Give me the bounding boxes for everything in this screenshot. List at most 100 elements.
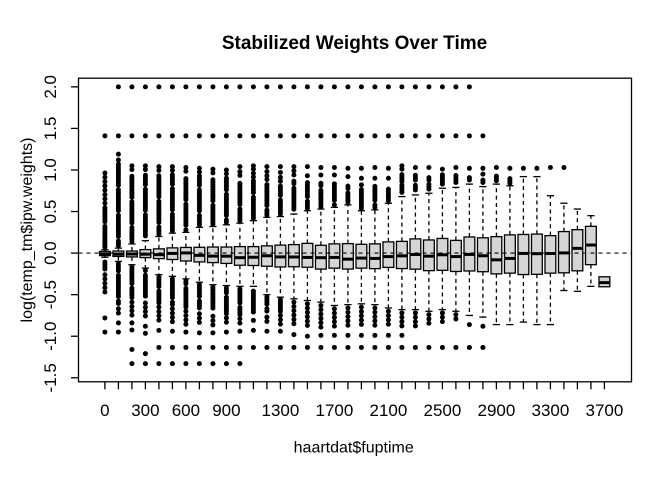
- outlier-dot: [102, 276, 108, 282]
- outlier-dot: [291, 303, 297, 309]
- outlier-dot: [291, 168, 297, 174]
- outlier-dot: [115, 268, 121, 274]
- outlier-dot: [169, 294, 175, 300]
- outlier-dot: [358, 165, 364, 171]
- outlier-dot: [318, 172, 324, 178]
- outlier-dot: [210, 330, 216, 336]
- box: [490, 235, 503, 275]
- outlier-dot: [385, 332, 391, 338]
- outlier-dot: [237, 180, 243, 186]
- outlier-dot: [385, 344, 391, 350]
- outlier-dot: [291, 316, 297, 322]
- outlier-dot: [264, 164, 270, 170]
- outlier-dot: [210, 177, 216, 183]
- outlier-dot: [102, 183, 108, 189]
- outlier-dot: [183, 344, 189, 350]
- boxplot-group-700: [193, 84, 206, 367]
- outlier-dot: [237, 172, 243, 178]
- outlier-dot: [156, 344, 162, 350]
- outlier-dot: [169, 319, 175, 325]
- boxplot-group-3200: [530, 165, 543, 326]
- outlier-dot: [480, 133, 486, 139]
- outlier-dot: [372, 309, 378, 315]
- outlier-dot: [102, 285, 108, 291]
- x-tick-label: 0: [100, 401, 109, 420]
- outlier-dot: [129, 167, 135, 173]
- boxplot-group-3700: [598, 276, 611, 288]
- outlier-dot: [358, 321, 364, 327]
- outlier-dot: [345, 190, 351, 196]
- outlier-dot: [385, 133, 391, 139]
- outlier-dot: [304, 318, 310, 324]
- outlier-dot: [169, 306, 175, 312]
- y-tick-label: -1.0: [41, 322, 60, 351]
- outlier-dot: [250, 194, 256, 200]
- outlier-dot: [183, 164, 189, 170]
- outlier-dot: [115, 329, 121, 335]
- outlier-dot: [115, 310, 121, 316]
- boxplot-group-1500: [301, 84, 314, 350]
- outlier-dot: [399, 163, 405, 169]
- boxplot-group-900: [220, 84, 233, 367]
- y-tick-label: -0.5: [41, 280, 60, 309]
- box: [341, 242, 354, 270]
- outlier-dot: [102, 280, 108, 286]
- outlier-dot: [412, 323, 418, 329]
- outlier-dot: [223, 311, 229, 317]
- box: [355, 243, 368, 269]
- outlier-dot: [264, 328, 270, 334]
- outlier-dot: [223, 329, 229, 335]
- boxplot-group-1200: [260, 84, 273, 350]
- outlier-dot: [115, 320, 121, 326]
- outlier-dot: [277, 84, 283, 90]
- outlier-dot: [169, 301, 175, 307]
- outlier-dot: [331, 84, 337, 90]
- outlier-dot: [210, 133, 216, 139]
- boxplot-group-400: [152, 84, 165, 367]
- x-tick-label: 2500: [423, 401, 461, 420]
- outlier-dot: [142, 212, 148, 218]
- outlier-dot: [277, 169, 283, 175]
- outlier-dot: [142, 293, 148, 299]
- y-tick-label: 0.5: [41, 200, 60, 224]
- outlier-dot: [412, 344, 418, 350]
- outlier-dot: [385, 308, 391, 314]
- outlier-dot: [318, 84, 324, 90]
- outlier-dot: [196, 165, 202, 171]
- outlier-dot: [250, 84, 256, 90]
- outlier-dot: [399, 319, 405, 325]
- outlier-dot: [102, 179, 108, 185]
- outlier-dot: [250, 133, 256, 139]
- outlier-dot: [331, 323, 337, 329]
- outlier-dot: [345, 344, 351, 350]
- outlier-dot: [277, 328, 283, 334]
- outlier-dot: [318, 320, 324, 326]
- outlier-dot: [102, 174, 108, 180]
- outlier-dot: [264, 173, 270, 179]
- x-tick-label: 3700: [585, 401, 623, 420]
- outlier-dot: [318, 302, 324, 308]
- outlier-dot: [399, 314, 405, 320]
- outlier-dot: [129, 224, 135, 230]
- outlier-dot: [102, 266, 108, 272]
- outlier-dot: [237, 164, 243, 170]
- outlier-dot: [358, 313, 364, 319]
- outlier-dot: [102, 289, 108, 295]
- outlier-dot: [412, 310, 418, 316]
- outlier-dot: [304, 309, 310, 315]
- x-tick-label: 600: [172, 401, 200, 420]
- outlier-dot: [372, 202, 378, 208]
- outlier-dot: [304, 322, 310, 328]
- outlier-dot: [291, 312, 297, 318]
- outlier-dot: [318, 187, 324, 193]
- outlier-dot: [277, 312, 283, 318]
- outlier-dot: [183, 84, 189, 90]
- boxplot-group-3000: [503, 165, 516, 326]
- outlier-dot: [183, 168, 189, 174]
- outlier-dot: [480, 344, 486, 350]
- outlier-dot: [169, 84, 175, 90]
- outlier-dot: [426, 344, 432, 350]
- outlier-dot: [331, 314, 337, 320]
- outlier-dot: [493, 173, 499, 179]
